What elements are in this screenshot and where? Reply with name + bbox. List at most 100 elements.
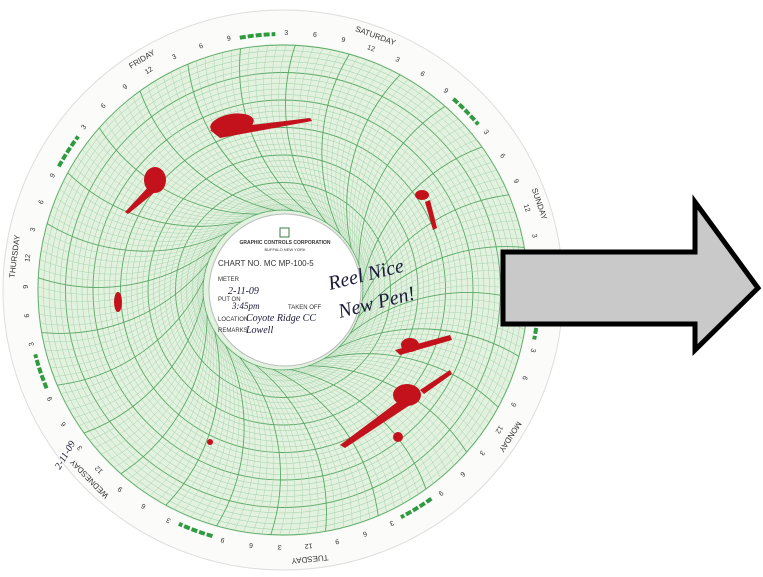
time-line — [38, 254, 212, 310]
hour-label: 6 — [520, 375, 528, 381]
hour-label: 9 — [49, 172, 57, 179]
arrow — [500, 194, 762, 356]
hour-label: 6 — [362, 529, 368, 537]
time-line — [249, 362, 311, 534]
time-line — [319, 359, 489, 424]
time-line — [359, 112, 452, 268]
time-line — [222, 52, 305, 214]
time-line — [232, 351, 262, 532]
hour-label: 6 — [60, 420, 68, 427]
ink-drop — [207, 439, 213, 445]
time-line — [349, 79, 409, 251]
midnight-mark — [452, 97, 480, 126]
time-line — [72, 164, 244, 224]
grid-circle — [164, 171, 402, 409]
time-line — [182, 336, 227, 514]
time-line — [225, 347, 250, 529]
time-line — [360, 220, 519, 309]
time-line — [207, 343, 240, 524]
grid-circle — [197, 204, 369, 376]
time-line — [77, 156, 247, 221]
grid-circle — [70, 77, 496, 503]
time-line — [64, 285, 204, 403]
time-line — [87, 141, 252, 217]
time-line — [55, 197, 234, 238]
time-line — [292, 45, 330, 225]
time-line — [63, 180, 239, 230]
time-line — [111, 114, 264, 213]
time-line — [114, 312, 207, 468]
grid-circle — [158, 165, 408, 415]
ink-streak — [210, 118, 312, 138]
time-line — [272, 368, 379, 516]
time-line — [204, 57, 299, 212]
hour-label: 3 — [529, 348, 537, 354]
time-line — [263, 45, 319, 219]
time-line — [362, 177, 502, 295]
time-line — [264, 367, 353, 526]
time-line — [42, 236, 224, 263]
time-line — [157, 329, 217, 501]
grid-circle — [169, 176, 397, 404]
time-line — [53, 276, 205, 377]
ink-streak — [420, 370, 452, 394]
time-line — [239, 356, 281, 535]
time-line — [361, 194, 509, 301]
time-line — [314, 363, 479, 439]
time-line — [346, 74, 401, 249]
grid-circle — [76, 83, 490, 497]
time-line — [310, 49, 337, 231]
hour-label: 3 — [478, 449, 486, 457]
time-line — [357, 100, 439, 262]
ink-streak — [125, 185, 160, 214]
time-line — [275, 369, 387, 513]
chart-no: CHART NO. MC MP-100-5 — [218, 259, 314, 268]
time-line — [358, 105, 446, 265]
time-line — [361, 211, 516, 306]
time-line — [38, 251, 213, 303]
handwritten-remarks: Lowell — [245, 325, 273, 336]
time-line — [247, 361, 303, 535]
hour-label: 9 — [122, 83, 129, 91]
time-line — [269, 368, 370, 520]
hour-label: 3 — [482, 129, 490, 136]
time-line — [267, 368, 362, 523]
time-line — [329, 346, 507, 391]
grid-circle — [125, 132, 441, 448]
hour-label: 9 — [341, 37, 347, 45]
hour-label: 6 — [419, 70, 426, 78]
time-line — [50, 274, 205, 369]
hour-label: 3 — [278, 543, 282, 550]
hour-label: 9 — [46, 395, 54, 402]
hour-label: 12 — [144, 66, 154, 76]
time-line — [278, 44, 325, 222]
time-line — [46, 223, 228, 252]
time-line — [73, 291, 204, 418]
midnight-mark — [57, 135, 80, 168]
grid-circle — [186, 193, 380, 387]
time-line — [57, 279, 205, 386]
grid-circle — [202, 209, 364, 371]
time-line — [142, 323, 212, 491]
hour-label: 3 — [165, 516, 172, 524]
time-line — [244, 360, 296, 535]
time-line — [132, 96, 273, 211]
time-line — [230, 50, 308, 215]
time-line — [82, 149, 250, 219]
time-line — [43, 265, 208, 343]
hour-label: 6 — [38, 199, 46, 205]
time-line — [199, 341, 235, 521]
time-line — [107, 309, 206, 462]
remarks: REMARKS — [218, 328, 248, 334]
ink-streak — [340, 400, 410, 448]
time-line — [362, 162, 493, 289]
time-line — [39, 241, 220, 275]
time-line — [39, 256, 211, 318]
ink-blot — [415, 190, 429, 200]
time-line — [302, 367, 455, 466]
time-line — [255, 46, 317, 218]
time-line — [296, 368, 441, 478]
grid-circle — [109, 116, 457, 464]
time-line — [95, 303, 205, 448]
time-line — [321, 53, 350, 235]
